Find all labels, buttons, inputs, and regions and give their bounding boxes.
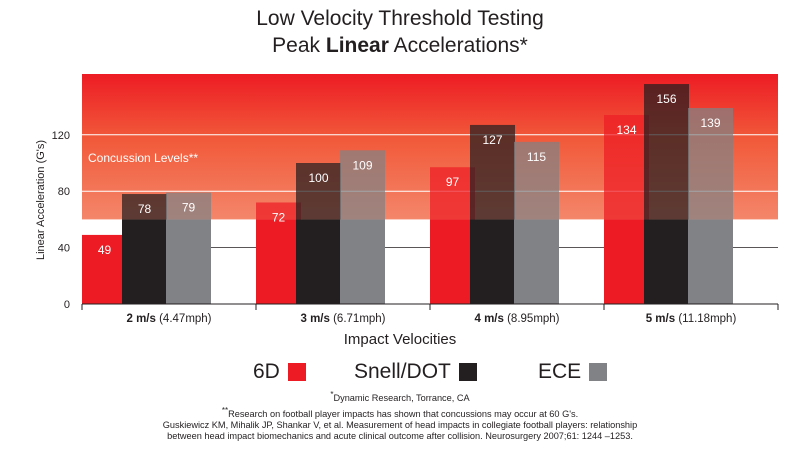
- data-label: 79: [182, 201, 196, 215]
- x-tick-label-bold: 4 m/s: [474, 313, 503, 325]
- y-tick-label: 0: [64, 299, 70, 311]
- bar-6d-upper-3: [604, 115, 649, 220]
- legend-label-snell-dot: Snell/DOT: [354, 360, 451, 383]
- bar-ece-1: [340, 219, 385, 304]
- bar-ece-2: [514, 219, 559, 304]
- data-label: 97: [446, 175, 460, 189]
- data-label: 156: [656, 92, 676, 106]
- legend-label-ece: ECE: [538, 360, 582, 383]
- data-label: 78: [138, 202, 152, 216]
- data-label: 49: [98, 243, 112, 257]
- x-tick-label-rest: (6.71mph): [330, 313, 386, 325]
- footnote-mark-1: *: [330, 389, 334, 399]
- data-label: 115: [527, 150, 546, 164]
- x-tick-label: 4 m/s (8.95mph): [474, 313, 559, 325]
- bar-snell-dot-3: [644, 219, 689, 304]
- bar-snell-dot-0: [122, 219, 167, 304]
- bar-snell-dot-upper-2: [470, 124, 515, 220]
- legend-swatch-ece: [589, 363, 608, 381]
- x-axis-title: Impact Velocities: [343, 331, 457, 348]
- footnote-mark-2: **: [221, 405, 229, 415]
- x-tick-label-rest: (11.18mph): [675, 313, 736, 325]
- footnote-source: *Dynamic Research, Torrance, CA: [0, 389, 800, 404]
- concussion-label: Concussion Levels**: [88, 151, 198, 165]
- bar-ece-0: [166, 219, 211, 304]
- x-tick-label-rest: (4.47mph): [156, 313, 212, 325]
- data-label: 100: [308, 171, 328, 185]
- chart-title-line2: Peak Linear Accelerations*: [0, 34, 800, 58]
- bar-6d-2: [430, 219, 475, 304]
- bar-ece-upper-1: [340, 150, 385, 220]
- legend-item-snell-dot: Snell/DOT: [354, 360, 477, 384]
- bar-snell-dot-upper-0: [122, 194, 167, 220]
- title-line2-pre: Peak: [272, 34, 326, 57]
- bar-chart: Concussion Levels** 49 78 79 72 100 109 97 127 1…: [35, 74, 779, 325]
- x-tick-label-bold: 5 m/s: [646, 313, 675, 325]
- bar-6d-upper-1: [256, 202, 301, 220]
- footnote-1-text: Dynamic Research, Torrance, CA: [333, 393, 470, 403]
- legend-label-6d: 6D: [253, 360, 280, 383]
- bar-ece-upper-3: [688, 108, 733, 220]
- data-label: 134: [616, 123, 636, 137]
- footnote-citation-line2: between head impact biomechanics and acu…: [167, 431, 633, 441]
- x-tick-label: 3 m/s (6.71mph): [300, 313, 385, 325]
- legend-item-ece: ECE: [538, 360, 608, 384]
- data-label: 139: [700, 116, 720, 130]
- x-tick-label-bold: 3 m/s: [300, 313, 329, 325]
- bar-6d-3: [604, 219, 649, 304]
- y-tick-label: 120: [52, 130, 70, 142]
- x-tick-label-rest: (8.95mph): [504, 313, 560, 325]
- legend-swatch-6d: [287, 363, 306, 381]
- x-tick-label: 5 m/s (11.18mph): [646, 313, 737, 325]
- footnote-citation-line1: Guskiewicz KM, Mihalik JP, Shankar V, et…: [162, 420, 638, 430]
- footnote-2-text: Research on football player impacts has …: [228, 409, 579, 419]
- bar-ece-upper-2: [514, 141, 559, 220]
- bar-6d-0: [82, 234, 127, 304]
- chart-title-line1: Low Velocity Threshold Testing: [256, 7, 544, 30]
- bar-snell-dot-1: [296, 219, 341, 304]
- bar-snell-dot-upper-3: [644, 84, 689, 220]
- x-tick-label: 2 m/s (4.47mph): [126, 313, 211, 325]
- data-label: 109: [352, 158, 372, 172]
- y-axis-title: Linear Acceleration (G's): [35, 140, 47, 260]
- y-tick-label: 80: [58, 186, 70, 198]
- bar-ece-upper-0: [166, 192, 211, 220]
- bar-6d-1: [256, 219, 301, 304]
- y-tick-label: 40: [58, 243, 70, 255]
- x-tick-label-bold: 2 m/s: [126, 313, 155, 325]
- data-label: 72: [272, 210, 286, 224]
- legend-swatch-snell-dot: [458, 363, 477, 381]
- bar-6d-upper-2: [430, 167, 475, 220]
- bar-ece-3: [688, 219, 733, 304]
- title-line2-post: Accelerations*: [388, 34, 528, 57]
- data-label: 127: [482, 133, 502, 147]
- bar-snell-dot-2: [470, 219, 515, 304]
- footnote-concussion: **Research on football player impacts ha…: [0, 405, 800, 420]
- title-line2-bold: Linear: [325, 34, 389, 57]
- legend-item-6d: 6D: [253, 360, 306, 384]
- bar-snell-dot-upper-1: [296, 163, 341, 220]
